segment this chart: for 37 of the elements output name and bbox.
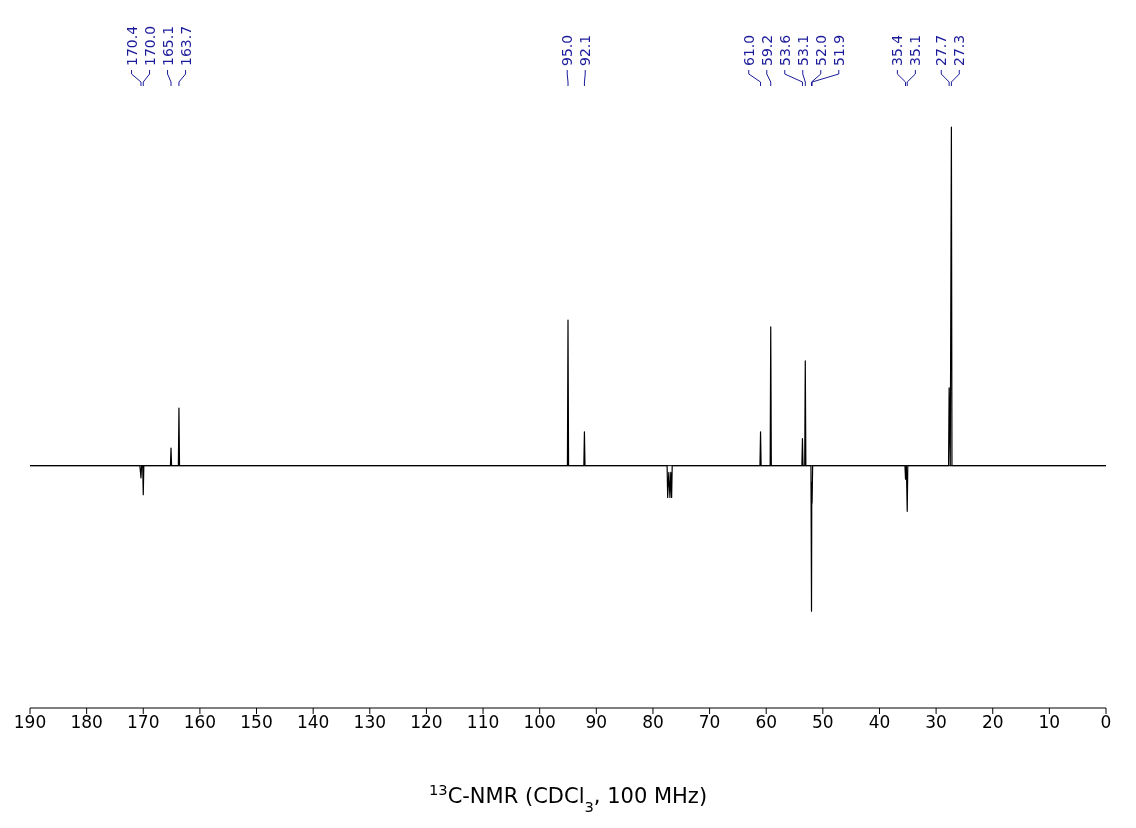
annotation: 27.7 xyxy=(933,34,950,66)
annotation: 95.0 xyxy=(559,34,576,66)
annotation: 53.6 xyxy=(776,34,793,66)
annotation: 53.1 xyxy=(794,34,811,66)
annotation: 52.0 xyxy=(812,34,829,66)
x-tick-label: 130 xyxy=(353,712,387,733)
annotation: 170.0 xyxy=(141,25,158,66)
annotation: 92.1 xyxy=(577,34,594,66)
x-tick-label: 50 xyxy=(812,712,834,733)
x-tick-label: 150 xyxy=(240,712,273,733)
x-tick-label: 70 xyxy=(698,712,721,733)
x-tick-label: 140 xyxy=(296,712,330,733)
x-tick-label: 80 xyxy=(642,712,664,733)
x-tick-label: 120 xyxy=(410,712,443,733)
x-tick-label: 10 xyxy=(1038,712,1061,733)
x-tick-label: 30 xyxy=(925,712,947,733)
x-tick-label: 100 xyxy=(523,712,556,733)
x-tick-label: 20 xyxy=(981,712,1004,733)
annotation: 163.7 xyxy=(177,25,194,66)
x-tick-label: 60 xyxy=(755,712,778,733)
x-tick-label: 0 xyxy=(1100,712,1112,733)
annotation: 170.4 xyxy=(123,25,140,66)
x-tick-label: 160 xyxy=(183,712,217,733)
annotation: 51.9 xyxy=(830,34,847,66)
annotation: 35.4 xyxy=(889,34,906,66)
annotation: 35.1 xyxy=(907,34,924,66)
x-tick-label: 90 xyxy=(585,712,608,733)
x-tick-label: 190 xyxy=(13,712,47,733)
annotation: 165.1 xyxy=(159,25,176,66)
x-axis-title: $^{13}$C-NMR (CDCl$_{3}$, 100 MHz) xyxy=(428,780,708,815)
x-tick-label: 40 xyxy=(868,712,891,733)
annotation: 61.0 xyxy=(740,34,757,66)
annotation: 59.2 xyxy=(758,34,775,66)
x-tick-label: 110 xyxy=(466,712,500,733)
x-tick-label: 170 xyxy=(127,712,160,733)
x-tick-label: 180 xyxy=(70,712,103,733)
annotation: 27.3 xyxy=(951,34,968,66)
